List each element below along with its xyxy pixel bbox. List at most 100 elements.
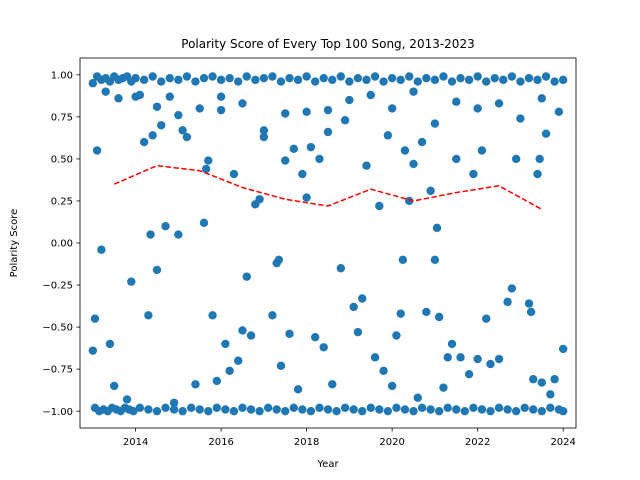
- scatter-point: [259, 132, 269, 142]
- scatter-point: [88, 346, 98, 355]
- scatter-point: [319, 73, 328, 83]
- scatter-point: [178, 126, 187, 135]
- scatter-point: [473, 354, 482, 364]
- scatter-point: [323, 405, 333, 414]
- scatter-point: [169, 398, 179, 407]
- scatter-point: [353, 73, 363, 83]
- scatter-point: [191, 77, 200, 86]
- scatter-point: [268, 311, 277, 320]
- scatter-point: [452, 405, 461, 414]
- scatter-point: [208, 72, 217, 81]
- scatter-point: [396, 309, 405, 318]
- scatter-point: [516, 114, 525, 123]
- scatter-point: [90, 314, 100, 323]
- scatter-point: [537, 406, 546, 416]
- y-axis-label: Polarity Score: [9, 209, 20, 278]
- scatter-point: [358, 294, 367, 303]
- scatter-point: [157, 77, 166, 86]
- scatter-point: [276, 77, 286, 86]
- scatter-point: [452, 97, 461, 106]
- x-tick-label: 2024: [550, 437, 575, 448]
- scatter-point: [310, 332, 320, 342]
- scatter-point: [398, 255, 408, 265]
- scatter-point: [285, 73, 294, 83]
- scatter-point: [541, 72, 551, 81]
- scatter-point: [349, 405, 358, 414]
- scatter-point: [144, 311, 153, 320]
- scatter-point: [281, 406, 290, 416]
- scatter-point: [204, 156, 213, 165]
- scatter-point: [105, 339, 115, 349]
- scatter-point: [422, 307, 431, 317]
- scatter-point: [482, 77, 491, 86]
- scatter-point: [144, 405, 153, 414]
- scatter-point: [558, 406, 568, 416]
- scatter-point: [199, 73, 209, 83]
- scatter-point: [494, 403, 504, 413]
- scatter-point: [387, 73, 397, 83]
- scatter-point: [246, 331, 256, 340]
- scatter-point: [529, 375, 538, 384]
- scatter-point: [161, 221, 170, 231]
- scatter-point: [537, 378, 546, 387]
- scatter-point: [238, 99, 247, 108]
- scatter-point: [139, 75, 149, 85]
- scatter-point: [310, 77, 320, 86]
- y-tick-label: 1.00: [51, 70, 73, 81]
- scatter-point: [370, 72, 380, 81]
- scatter-point: [229, 406, 239, 416]
- scatter-point: [216, 105, 226, 115]
- scatter-point: [152, 102, 162, 111]
- plot-area: [88, 72, 568, 416]
- scatter-point: [362, 161, 371, 170]
- scatter-point: [274, 255, 284, 265]
- scatter-point: [101, 87, 110, 96]
- scatter-point: [409, 159, 418, 169]
- scatter-point: [186, 403, 196, 413]
- scatter-point: [127, 277, 136, 286]
- scatter-point: [482, 314, 491, 323]
- scatter-point: [332, 406, 341, 416]
- scatter-point: [464, 369, 474, 379]
- axes: 2014 2016 2018 2020 2022 2024 −1.00 −0.75 −0.50 −…: [42, 70, 576, 448]
- scatter-point: [537, 94, 546, 103]
- scatter-point: [298, 169, 307, 179]
- scatter-point: [477, 146, 487, 155]
- scatter-point: [323, 127, 333, 137]
- scatter-point: [413, 393, 422, 402]
- scatter-point: [426, 186, 435, 196]
- scatter-point: [473, 104, 482, 113]
- scatter-point: [443, 353, 452, 362]
- scatter-point: [135, 403, 145, 413]
- scatter-point: [362, 75, 371, 85]
- y-tick-label: −1.00: [42, 407, 73, 418]
- scatter-point: [432, 223, 442, 233]
- scatter-point: [409, 87, 418, 96]
- scatter-point: [234, 356, 243, 365]
- scatter-point: [400, 405, 410, 414]
- scatter-point: [319, 343, 328, 352]
- scatter-point: [97, 245, 106, 254]
- scatter-point: [174, 230, 183, 239]
- scatter-point: [157, 121, 166, 130]
- scatter-point: [92, 146, 102, 155]
- scatter-point: [216, 92, 226, 101]
- scatter-point: [499, 75, 508, 85]
- chart-title: Polarity Score of Every Top 100 Song, 20…: [181, 37, 474, 51]
- y-tick-label: −0.75: [42, 365, 73, 376]
- scatter-point: [281, 156, 290, 165]
- x-tick-label: 2022: [465, 437, 490, 448]
- scatter-point: [146, 230, 155, 239]
- scatter-point: [225, 73, 234, 83]
- scatter-point: [302, 107, 311, 117]
- scatter-point: [336, 72, 346, 81]
- scatter-point: [259, 73, 269, 83]
- scatter-point: [430, 119, 440, 128]
- scatter-point: [366, 403, 375, 413]
- scatter-point: [526, 307, 536, 317]
- y-tick-label: 0.00: [51, 239, 73, 250]
- scatter-point: [174, 110, 183, 120]
- scatter-point: [439, 72, 448, 81]
- scatter-point: [336, 264, 346, 273]
- scatter-point: [417, 403, 427, 413]
